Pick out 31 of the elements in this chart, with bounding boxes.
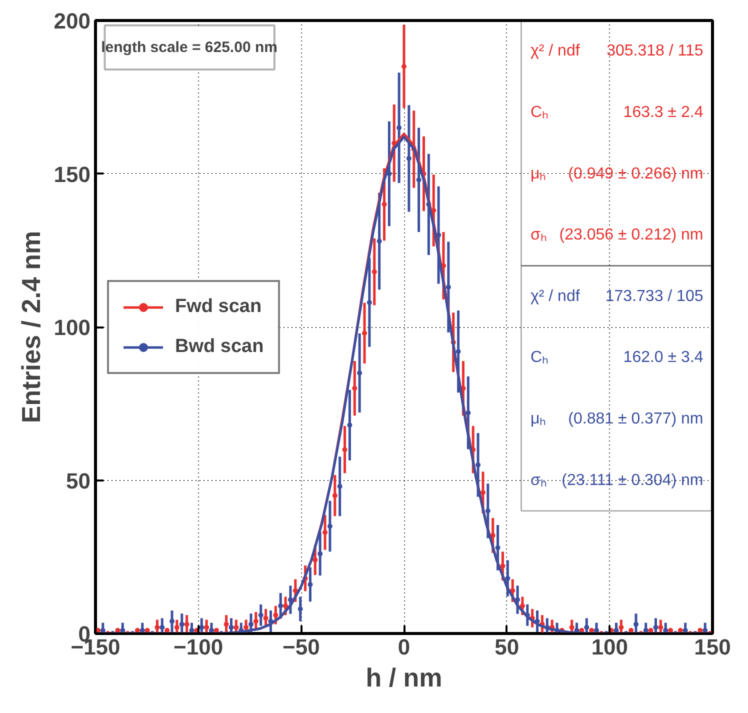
annotation: Cₕ <box>530 104 548 121</box>
legend-label: Fwd scan <box>175 296 262 318</box>
annotation: 305.318 / 115 <box>606 42 704 60</box>
annotation: (0.949 ± 0.266) nm <box>568 165 704 182</box>
y-axis-title: Entries / 2.4 nm <box>16 230 46 424</box>
y-tick-label: 100 <box>54 315 91 340</box>
annotation: (23.111 ± 0.304) nm <box>562 472 704 489</box>
annotation: (23.056 ± 0.212) nm <box>559 226 704 244</box>
annotation: (0.881 ± 0.377) nm <box>568 410 704 428</box>
annotation: σₕ <box>530 472 546 489</box>
annotation: σₕ <box>530 226 546 244</box>
annotation: χ² / ndf <box>530 42 580 60</box>
annotation: 173.733 / 105 <box>605 288 704 305</box>
x-tick-label: −100 <box>174 634 224 660</box>
y-tick-label: 50 <box>66 468 91 494</box>
legend-label: Bwd scan <box>175 336 264 358</box>
annotation: μₕ <box>530 165 546 182</box>
annotation: length scale = 625.00 nm <box>101 38 278 56</box>
y-tick-label: 200 <box>54 8 91 34</box>
annotation: χ² / ndf <box>530 288 580 305</box>
y-tick-label: 150 <box>54 162 91 187</box>
x-tick-label: 0 <box>398 634 410 660</box>
x-axis-title: h / nm <box>366 662 442 692</box>
x-tick-label: −50 <box>282 634 320 660</box>
x-tick-label: 100 <box>591 634 628 660</box>
annotation: μₕ <box>530 410 546 428</box>
x-tick-label: 150 <box>694 634 731 660</box>
x-tick-label: 50 <box>494 634 520 660</box>
annotation: Cₕ <box>530 349 548 366</box>
annotation: 163.3 ± 2.4 <box>623 104 704 121</box>
annotation: 162.0 ± 3.4 <box>623 349 704 366</box>
